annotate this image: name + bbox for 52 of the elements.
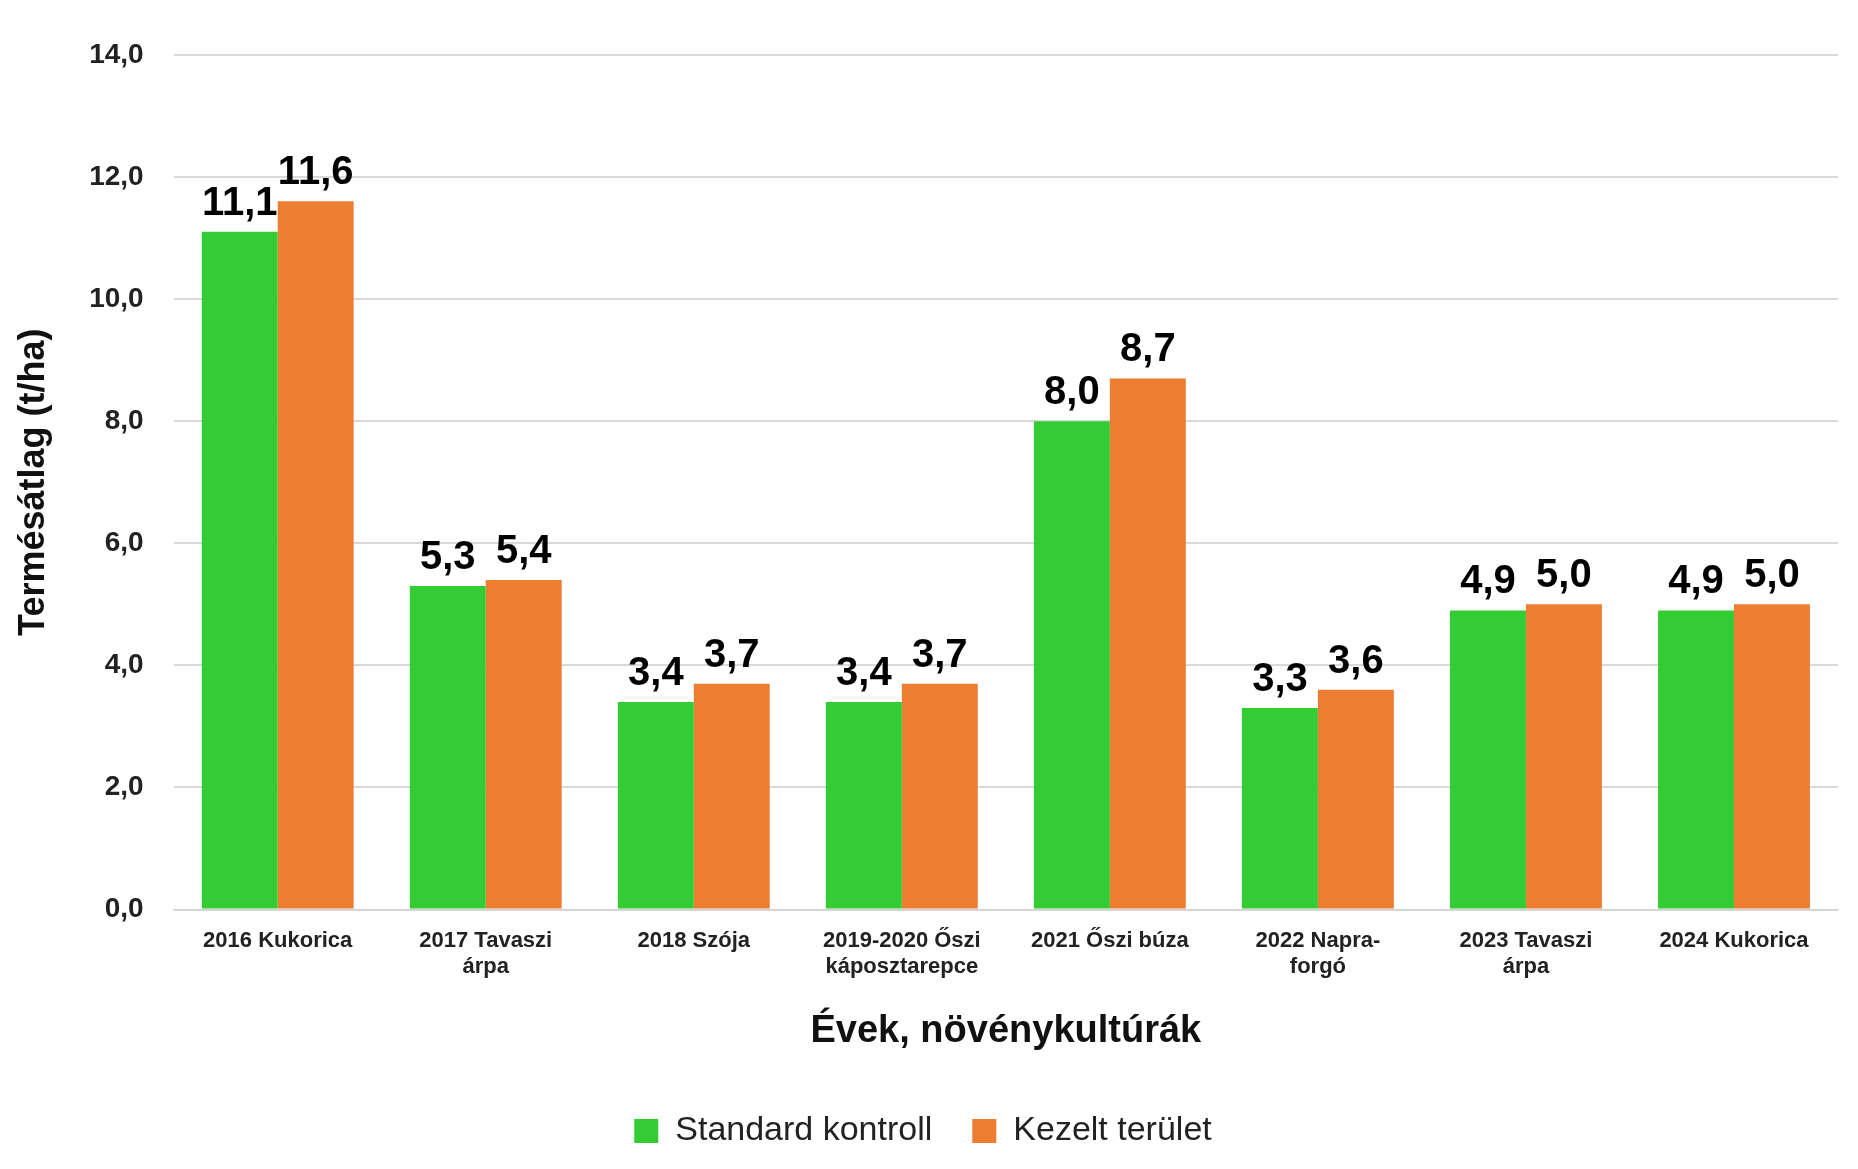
bar (1109, 378, 1186, 909)
data-label: 11,6 (277, 148, 354, 193)
data-label: 5,4 (495, 526, 553, 571)
x-tick-label: 2018 Szója (637, 926, 751, 952)
bar (617, 702, 694, 909)
y-tick-label: 0,0 (104, 892, 144, 924)
data-label: 5,0 (1744, 551, 1800, 596)
data-label: 3,4 (628, 649, 685, 694)
x-tick-label: 2022 Napra-forgó (1255, 926, 1381, 979)
bar (1033, 421, 1110, 909)
bar (1525, 604, 1602, 909)
bar (1241, 708, 1318, 909)
y-tick-label: 10,0 (89, 281, 144, 313)
y-tick-label: 2,0 (104, 770, 144, 802)
data-label: 3,4 (836, 649, 893, 694)
bar (825, 702, 902, 909)
y-tick-label: 8,0 (104, 403, 144, 435)
bar (201, 231, 278, 909)
x-tick-label: 2017 Tavaszi árpa (419, 926, 553, 979)
data-label: 8,7 (1120, 325, 1176, 370)
bar (1450, 610, 1526, 909)
legend-label: Standard kontroll (675, 1109, 933, 1148)
data-label: 3,7 (911, 630, 968, 675)
x-tick-label: 2021 Őszi búza (1030, 926, 1190, 952)
data-label: 4,9 (1668, 557, 1724, 602)
data-label: 3,6 (1328, 636, 1384, 681)
data-label: 5,0 (1536, 551, 1592, 596)
data-label: 3,3 (1252, 655, 1308, 700)
bar (409, 586, 486, 909)
data-label: 3,7 (703, 630, 760, 675)
x-tick-label: 2016 Kukorica (203, 926, 354, 952)
x-tick-label: 2023 Tavaszi árpa (1459, 926, 1593, 979)
y-tick-label: 14,0 (89, 37, 144, 69)
bar (485, 579, 562, 909)
x-tick-label: 2019-2020 Őszi káposztarepce (822, 926, 981, 979)
y-tick-label: 12,0 (89, 159, 144, 191)
y-axis-title: Termésátlag (t/ha) (10, 328, 52, 636)
data-label: 4,9 (1460, 557, 1516, 602)
legend-label: Kezelt terület (1013, 1109, 1213, 1148)
bar (1317, 689, 1394, 909)
bar (277, 201, 354, 909)
bar (901, 683, 978, 909)
data-label: 5,3 (419, 533, 476, 578)
data-label: 11,1 (201, 178, 278, 223)
y-tick-label: 6,0 (104, 525, 144, 557)
y-tick-label: 4,0 (104, 648, 144, 680)
bar (1658, 610, 1734, 909)
bar (693, 683, 770, 909)
x-tick-label: 2024 Kukorica (1659, 926, 1810, 952)
bar (1733, 604, 1810, 909)
data-label: 8,0 (1044, 368, 1100, 413)
x-axis-title: Évek, növénykultúrák (810, 1006, 1203, 1050)
